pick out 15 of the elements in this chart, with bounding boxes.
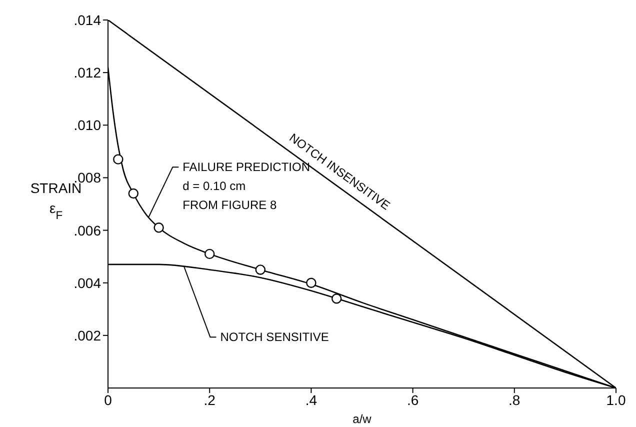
x-tick-label: .2: [204, 392, 216, 408]
x-tick-label: .4: [305, 392, 318, 408]
y-tick-label: .006: [74, 222, 102, 238]
y-tick-label: .010: [74, 117, 102, 134]
y-tick-label: .012: [74, 64, 102, 81]
annotation: NOTCH SENSITIVE: [220, 330, 329, 344]
x-tick-label: .8: [508, 392, 520, 408]
x-tick-label: 1.0: [606, 392, 626, 408]
x-tick-label: 0: [104, 392, 112, 408]
x-axis-title: a/w: [352, 412, 372, 426]
y-tick-label: .002: [74, 327, 102, 344]
y-tick-label: .004: [74, 274, 102, 291]
annotation: FAILURE PREDICTION d = 0.10 cm FROM FIGURE 8: [182, 160, 310, 212]
x-tick-label: .6: [406, 392, 419, 408]
y-tick-label: .014: [74, 12, 102, 28]
